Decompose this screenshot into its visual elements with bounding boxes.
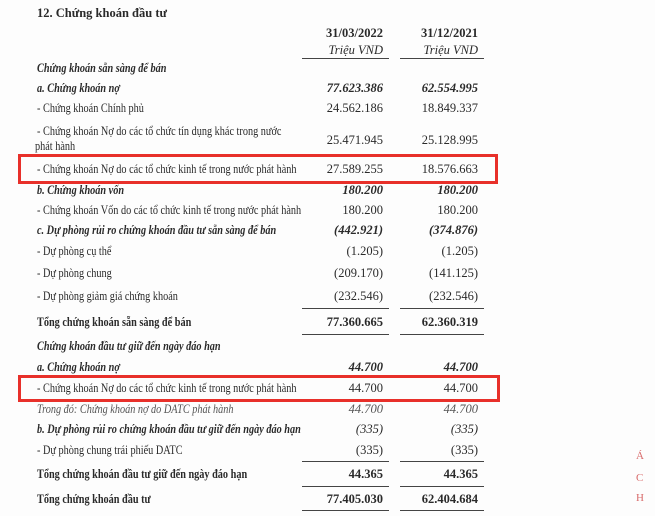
highlight-box xyxy=(18,154,498,184)
row-label: - Chứng khoán Nợ do các tổ chức tín dụng… xyxy=(37,124,282,138)
col1-date: 31/03/2022 xyxy=(326,26,383,40)
table-row: - Dự phòng giảm giá chứng khoán (232.546)… xyxy=(0,289,655,307)
row-label: - Chứng khoán Nợ do các tổ chức kinh tế … xyxy=(37,162,297,176)
row-label: Chứng khoán đầu tư giữ đến ngày đáo hạn xyxy=(37,339,221,353)
value-2021: 18.849.337 xyxy=(421,101,478,115)
value-2022: 77.405.030 xyxy=(326,492,383,506)
total-row: Tổng chứng khoán đầu tư giữ đến ngày đáo… xyxy=(0,467,655,485)
table-row: b. Chứng khoán vốn 180.200 180.200 xyxy=(0,183,655,201)
header-rule-1 xyxy=(302,58,389,59)
rule xyxy=(302,308,389,309)
value-2022: 180.200 xyxy=(342,203,383,217)
col2-date: 31/12/2021 xyxy=(421,26,478,40)
rule xyxy=(400,486,484,487)
value-2021: (374.876) xyxy=(429,223,478,237)
row-label: - Dự phòng chung trái phiếu DATC xyxy=(37,443,183,457)
column-dates: 31/03/2022 31/12/2021 xyxy=(0,26,655,44)
value-2021: 25.128.995 xyxy=(421,133,478,147)
value-2021: 180.200 xyxy=(437,183,478,197)
value-2021: 62.404.684 xyxy=(421,492,478,506)
table-row-highlighted: - Chứng khoán Nợ do các tổ chức kinh tế … xyxy=(0,381,655,399)
table-row: - Dự phòng chung trái phiếu DATC (335) (33… xyxy=(0,443,655,461)
value-2021: (141.125) xyxy=(429,266,478,280)
rule xyxy=(400,334,484,335)
value-2022: (335) xyxy=(355,443,383,457)
row-label: Tổng chứng khoán sẵn sàng để bán xyxy=(37,315,192,329)
total-row: Tổng chứng khoán sẵn sàng để bán 77.360.6… xyxy=(0,315,655,333)
value-2022: (1.205) xyxy=(346,244,383,258)
table-row: Trong đó: Chứng khoán nợ do DATC phát hà… xyxy=(0,402,655,420)
col1-unit: Triệu VND xyxy=(328,43,383,57)
rule xyxy=(302,510,389,511)
section-heading: Chứng khoán sẵn sàng để bán xyxy=(0,61,655,79)
section-heading: Chứng khoán đầu tư giữ đến ngày đáo hạn xyxy=(0,339,655,357)
row-label-cont: phát hành xyxy=(35,139,76,153)
value-2022: 27.589.255 xyxy=(326,162,383,176)
value-2022: (442.921) xyxy=(334,223,383,237)
rule xyxy=(400,308,484,309)
value-2021: 44.365 xyxy=(443,467,478,481)
row-label: - Chứng khoán Nợ do các tổ chức kinh tế … xyxy=(37,381,297,395)
value-2021: (335) xyxy=(450,443,478,457)
table-row: - Chứng khoán Chính phủ 24.562.186 18.849.… xyxy=(0,101,655,119)
value-2021: 18.576.663 xyxy=(421,162,478,176)
table-row: a. Chứng khoán nợ 77.623.386 62.554.995 xyxy=(0,81,655,99)
value-2021: (232.546) xyxy=(429,289,478,303)
value-2022: 180.200 xyxy=(342,183,383,197)
value-2021: (1.205) xyxy=(441,244,478,258)
grand-total-row: Tổng chứng khoán đầu tư 77.405.030 62.404.… xyxy=(0,492,655,510)
value-2021: 44.700 xyxy=(443,381,478,395)
value-2021: 62.360.319 xyxy=(421,315,478,329)
value-2022: (335) xyxy=(355,422,383,436)
row-label: - Chứng khoán Vốn do các tổ chức kinh tế… xyxy=(37,203,302,217)
row-label: Tổng chứng khoán đầu tư xyxy=(37,492,151,506)
value-2022: 44.365 xyxy=(348,467,383,481)
table-row: - Dự phòng chung (209.170) (141.125) xyxy=(0,266,655,284)
rule xyxy=(302,334,389,335)
row-label: - Dự phòng chung xyxy=(37,266,112,280)
row-label: a. Chứng khoán nợ xyxy=(37,81,120,95)
row-label: Chứng khoán sẵn sàng để bán xyxy=(37,61,167,75)
value-2022: 24.562.186 xyxy=(326,101,383,115)
value-2022: 44.700 xyxy=(348,360,383,374)
column-units: Triệu VND Triệu VND xyxy=(0,43,655,61)
rule xyxy=(302,486,389,487)
value-2021: (335) xyxy=(450,422,478,436)
row-label: - Dự phòng giảm giá chứng khoán xyxy=(37,289,178,303)
table-row: b. Dự phòng rủi ro chứng khoán đầu tư gi… xyxy=(0,422,655,440)
value-2022: 25.471.945 xyxy=(326,133,383,147)
table-row-highlighted: - Chứng khoán Nợ do các tổ chức kinh tế … xyxy=(0,162,655,180)
value-2021: 44.700 xyxy=(443,360,478,374)
value-2022: 77.360.665 xyxy=(326,315,383,329)
value-2022: 44.700 xyxy=(348,381,383,395)
value-2021: 44.700 xyxy=(443,402,478,416)
row-label: b. Chứng khoán vốn xyxy=(37,183,125,197)
row-label: - Dự phòng cụ thể xyxy=(37,244,112,258)
table-row: - Chứng khoán Vốn do các tổ chức kinh tế… xyxy=(0,203,655,221)
table-row: - Chứng khoán Nợ do các tổ chức tín dụng… xyxy=(0,124,655,156)
row-label: c. Dự phòng rủi ro chứng khoán đầu tư sẵ… xyxy=(37,223,277,237)
value-2022: 44.700 xyxy=(348,402,383,416)
row-label: b. Dự phòng rủi ro chứng khoán đầu tư gi… xyxy=(37,422,301,436)
rule xyxy=(302,461,389,462)
value-2021: 62.554.995 xyxy=(421,81,478,95)
value-2022: 77.623.386 xyxy=(326,81,383,95)
value-2021: 180.200 xyxy=(437,203,478,217)
value-2022: (209.170) xyxy=(334,266,383,280)
row-label: Trong đó: Chứng khoán nợ do DATC phát hà… xyxy=(37,402,234,416)
table-row: - Dự phòng cụ thể (1.205) (1.205) xyxy=(0,244,655,262)
row-label: a. Chứng khoán nợ xyxy=(37,360,120,374)
section-title: 12. Chứng khoán đầu tư xyxy=(37,6,167,20)
header-rule-2 xyxy=(400,58,484,59)
value-2022: (232.546) xyxy=(334,289,383,303)
highlight-box xyxy=(18,375,500,402)
row-label: Tổng chứng khoán đầu tư giữ đến ngày đáo… xyxy=(37,467,248,481)
table-row: a. Chứng khoán nợ 44.700 44.700 xyxy=(0,360,655,378)
rule xyxy=(400,510,484,511)
col2-unit: Triệu VND xyxy=(423,43,478,57)
row-label: - Chứng khoán Chính phủ xyxy=(37,101,144,115)
table-row: c. Dự phòng rủi ro chứng khoán đầu tư sẵ… xyxy=(0,223,655,241)
rule xyxy=(400,461,484,462)
